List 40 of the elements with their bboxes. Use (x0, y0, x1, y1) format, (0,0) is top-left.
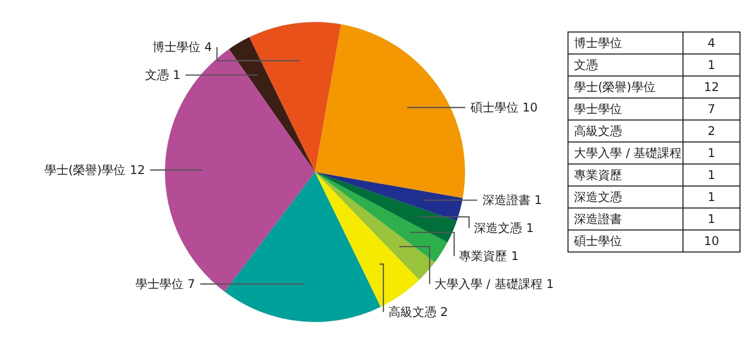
slice-label: 深造文憑 (474, 221, 522, 236)
text: 1 (708, 146, 716, 160)
slice-label: 深造證書 (482, 193, 530, 208)
text: 4 (708, 36, 716, 50)
slice-label: 博士學位 (152, 40, 200, 54)
text: 1 (708, 212, 716, 226)
text: 7 (708, 102, 716, 116)
text: 1 (708, 190, 716, 204)
category-label: 文憑 (574, 58, 598, 72)
category-label: 專業資歷 (574, 168, 622, 182)
category-label: 博士學位 (574, 36, 622, 50)
data-label: 4 (204, 40, 212, 54)
slice-label: 學士學位 (136, 276, 184, 291)
text: 1 (708, 58, 716, 72)
text: 2 (708, 124, 716, 138)
slice-label: 文憑 (144, 68, 169, 82)
slice-label: 大學入學 / 基礎課程 (434, 277, 542, 292)
category-label: 深造文憑 (574, 190, 622, 204)
text: 1 (708, 168, 716, 182)
data-label: 2 (440, 305, 448, 320)
data-label: 10 (522, 100, 538, 114)
category-label: 學士(榮譽)學位 (574, 80, 656, 94)
slice-label: 高級文憑 (388, 305, 436, 320)
category-label: 碩士學位 (573, 234, 622, 248)
data-label: 1 (534, 193, 542, 208)
data-label: 1 (526, 221, 534, 236)
category-label: 深造證書 (574, 212, 622, 226)
category-label: 高級文憑 (574, 124, 622, 138)
data-label: 12 (130, 163, 146, 178)
slice-label: 專業資歷 (459, 249, 508, 264)
data-label: 1 (546, 277, 554, 292)
text: 10 (704, 234, 720, 248)
slice-label: 學士(榮譽)學位 (44, 163, 126, 178)
category-label: 學士學位 (574, 102, 622, 116)
category-label: 大學入學 / 基礎課程 (574, 146, 682, 160)
slice-label: 碩士學位 (469, 100, 518, 114)
data-label: 7 (188, 276, 196, 291)
data-label: 1 (172, 68, 181, 82)
text: 12 (704, 80, 720, 94)
data-label: 1 (511, 249, 519, 264)
